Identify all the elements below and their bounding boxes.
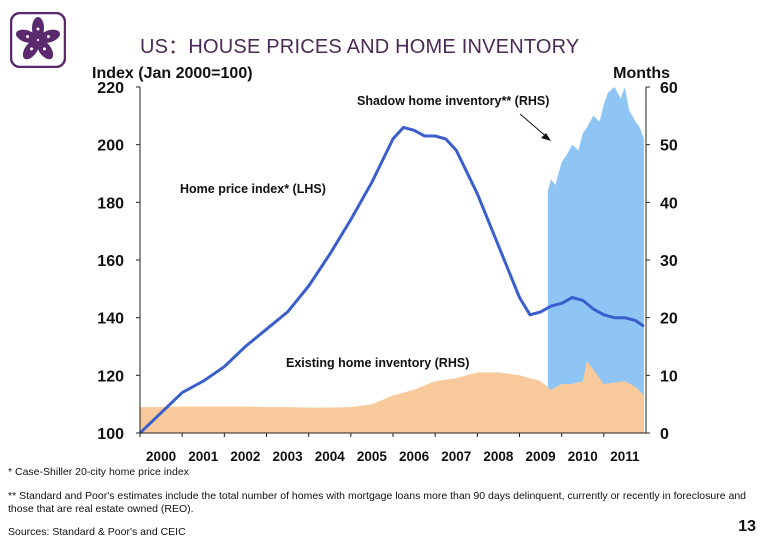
right-tick-label: 0: [660, 426, 669, 443]
annotation-arrowhead: [541, 133, 551, 141]
home-price-line: [138, 125, 645, 435]
x-tick-label: 2008: [483, 449, 514, 464]
footnote-shadow-inventory: ** Standard and Poor's estimates include…: [8, 490, 746, 515]
left-tick-label: 200: [97, 138, 124, 155]
page-title: US：HOUSE PRICES AND HOME INVENTORY: [140, 36, 580, 58]
x-tick-label: 2010: [568, 449, 598, 464]
footnote-price-index: * Case-Shiller 20-city home price index: [8, 466, 189, 478]
x-tick-label: 2004: [315, 449, 346, 464]
left-tick-label: 180: [97, 195, 124, 212]
left-tick-label: 120: [97, 368, 124, 385]
page-number: 13: [738, 518, 756, 535]
shadow-inventory-annotation: Shadow home inventory** (RHS): [357, 94, 549, 108]
x-tick-label: 2007: [441, 449, 471, 464]
x-tick-label: 2011: [610, 449, 640, 464]
x-tick-label: 2003: [273, 449, 304, 464]
right-axis-label: Months: [613, 65, 670, 82]
x-tick-label: 2002: [230, 449, 260, 464]
left-axis-label: Index (Jan 2000=100): [92, 65, 253, 82]
x-tick-label: 2009: [526, 449, 556, 464]
left-tick-label: 160: [97, 253, 124, 270]
left-tick-label: 220: [97, 80, 124, 97]
annotation-arrow: [519, 113, 549, 139]
x-tick-label: 2001: [188, 449, 219, 464]
existing-inventory-annotation: Existing home inventory (RHS): [286, 356, 469, 370]
right-tick-label: 60: [660, 80, 678, 97]
bauhinia-flower-icon: [10, 12, 66, 68]
shadow-inventory-area: [547, 87, 644, 433]
right-tick-label: 30: [660, 253, 678, 270]
existing-inventory-area: [140, 360, 644, 433]
right-tick-label: 40: [660, 195, 678, 212]
right-tick-label: 10: [660, 368, 678, 385]
right-tick-label: 20: [660, 311, 678, 328]
left-tick-label: 140: [97, 311, 124, 328]
x-tick-label: 2005: [357, 449, 388, 464]
home-price-annotation: Home price index* (LHS): [180, 182, 326, 196]
left-tick-label: 100: [97, 426, 124, 443]
sources-note: Sources: Standard & Poor's and CEIC: [8, 526, 186, 538]
x-tick-label: 2000: [146, 449, 176, 464]
right-tick-label: 50: [660, 138, 678, 155]
x-tick-label: 2006: [399, 449, 430, 464]
